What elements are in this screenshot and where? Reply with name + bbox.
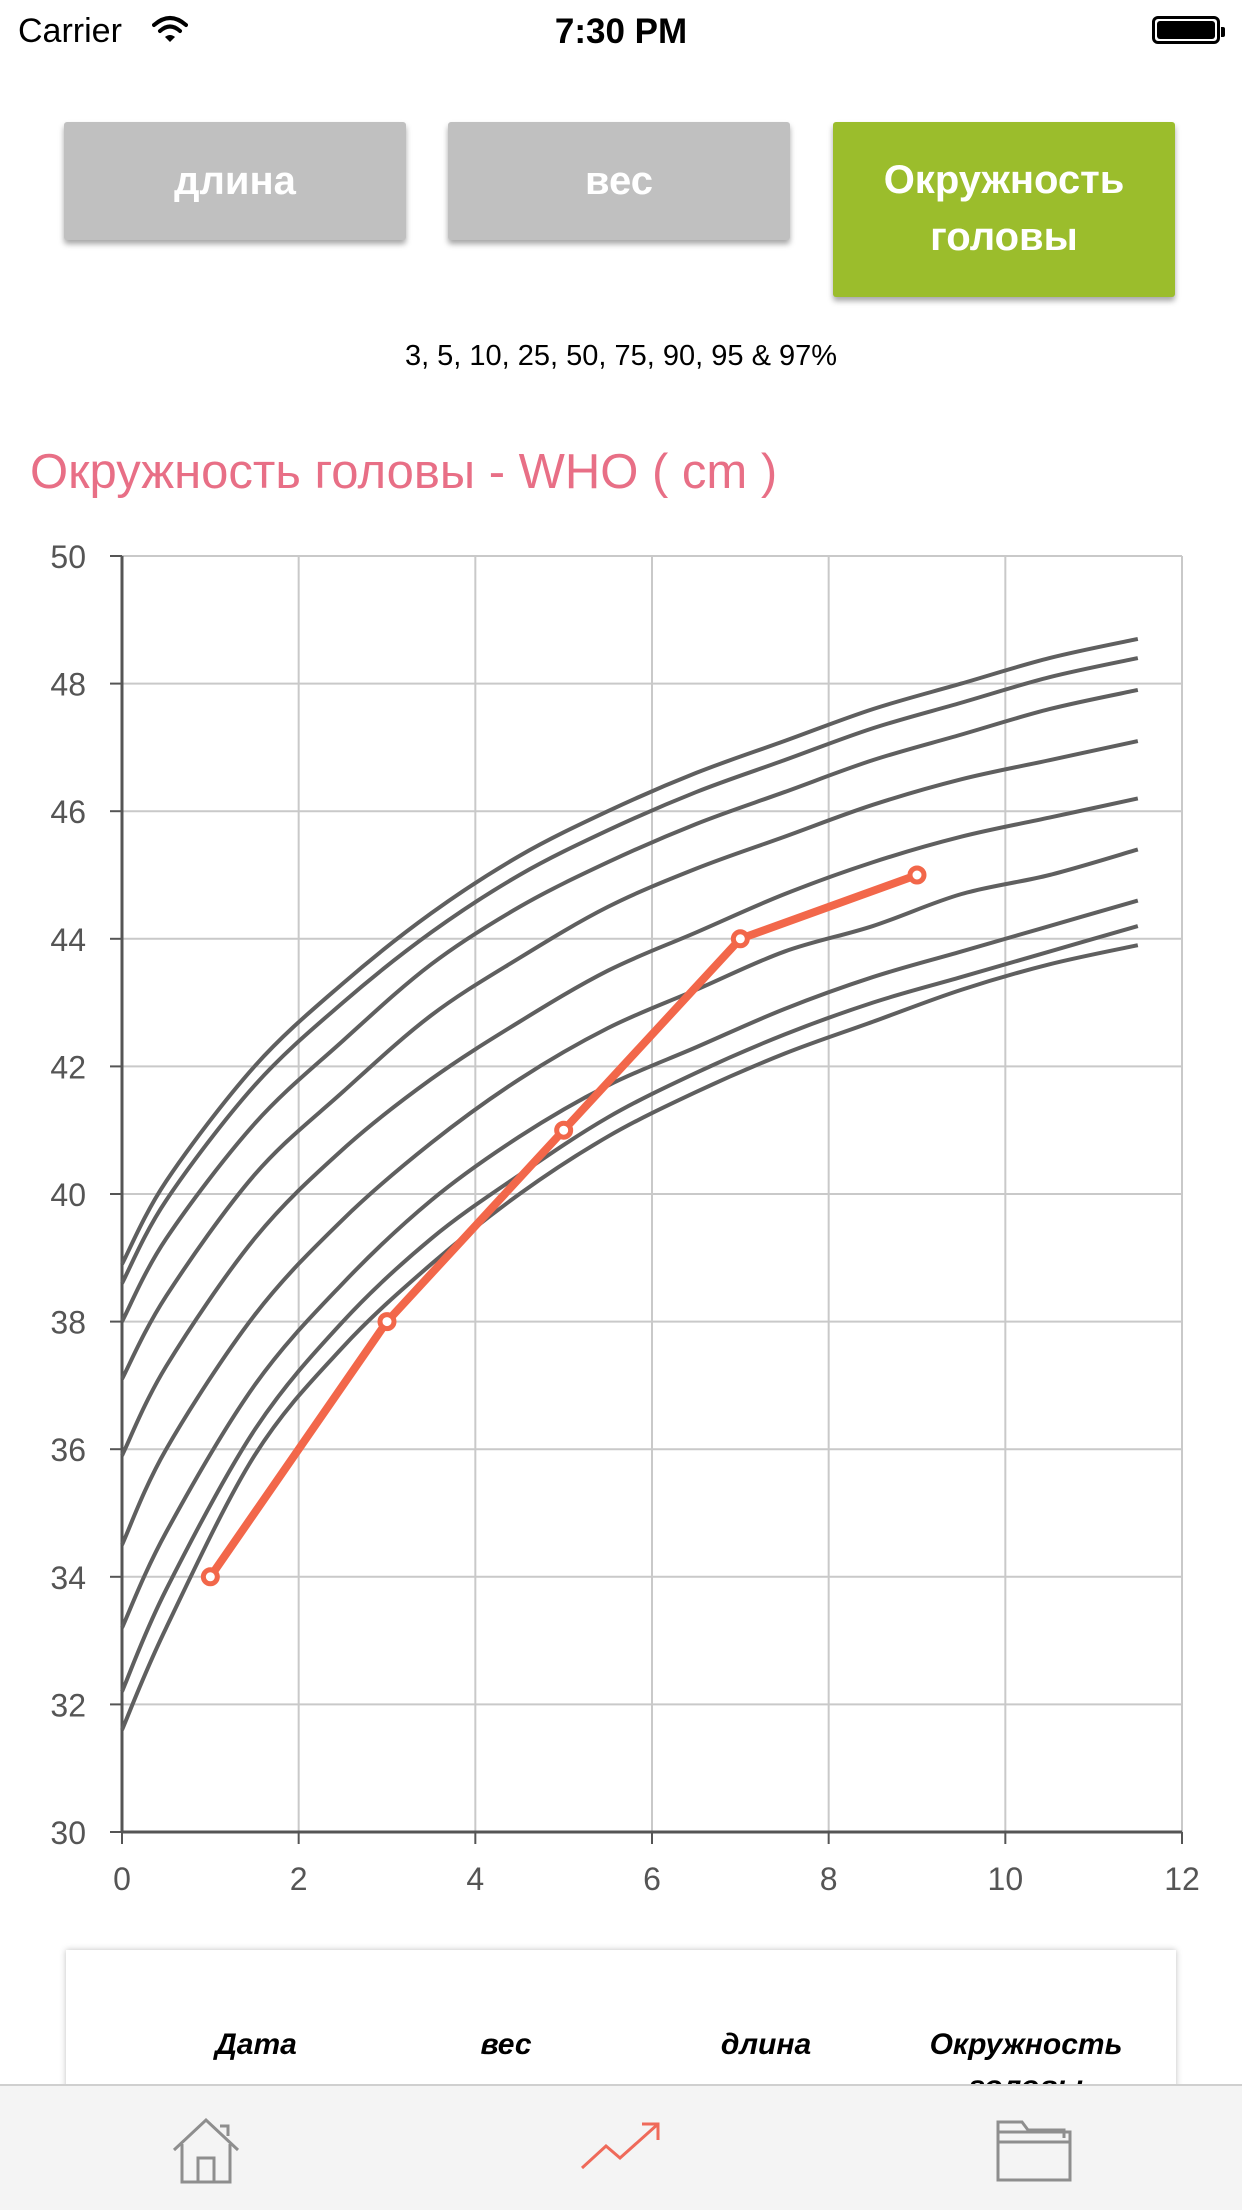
chart-title-main: Окружность головы <box>30 445 476 499</box>
child-measurement-point <box>377 1312 397 1332</box>
home-icon[interactable] <box>170 2116 242 2191</box>
carrier-label: Carrier <box>18 12 122 50</box>
table-header-date: Дата <box>215 2028 297 2061</box>
x-tick-label: 2 <box>290 1861 308 1897</box>
table-header-length: длина <box>720 2028 812 2061</box>
y-tick-label: 30 <box>50 1815 86 1851</box>
tab-head-circumference-button[interactable]: Окружность головы <box>833 122 1175 297</box>
bottom-tab-bar <box>0 2084 1242 2210</box>
percentile-line-10 <box>120 898 1139 1629</box>
status-time: 7:30 PM <box>554 12 688 51</box>
y-tick-label: 34 <box>50 1560 86 1596</box>
wifi-icon <box>152 14 188 49</box>
x-tick-label: 4 <box>466 1861 484 1897</box>
chart-trend-icon[interactable] <box>580 2116 664 2181</box>
y-tick-label: 48 <box>50 667 86 703</box>
percentile-line-5 <box>120 924 1139 1693</box>
child-measurement-point <box>200 1567 220 1587</box>
x-tick-label: 10 <box>988 1861 1024 1897</box>
y-tick-label: 50 <box>50 539 86 575</box>
chart-title-suffix: - WHO ( cm ) <box>475 445 778 499</box>
percentile-line-25 <box>120 847 1139 1546</box>
child-measurement-point <box>554 1120 574 1140</box>
table-header-weight: вес <box>480 2028 532 2061</box>
y-tick-label: 32 <box>50 1687 86 1723</box>
y-tick-label: 42 <box>50 1049 86 1085</box>
y-tick-label: 40 <box>50 1177 86 1213</box>
child-measurement-line <box>206 871 921 1581</box>
percentile-line-75 <box>120 739 1139 1380</box>
battery-icon <box>1152 16 1225 44</box>
percentile-line-90 <box>120 688 1139 1323</box>
x-tick-label: 12 <box>1164 1861 1200 1897</box>
status-bar: Carrier 7:30 PM <box>0 0 1242 62</box>
child-measurement-point <box>730 929 750 949</box>
y-tick-label: 46 <box>50 794 86 830</box>
x-tick-label: 0 <box>113 1861 131 1897</box>
y-tick-label: 44 <box>50 922 86 958</box>
y-tick-label: 38 <box>50 1305 86 1341</box>
percentile-line-97 <box>120 636 1139 1266</box>
folder-icon[interactable] <box>994 2116 1074 2191</box>
child-measurement-point <box>907 865 927 885</box>
percentile-line-95 <box>120 656 1139 1285</box>
tab-length-button[interactable]: длина <box>64 122 406 240</box>
tab-weight-button[interactable]: вес <box>448 122 790 240</box>
percentile-line-3 <box>120 943 1139 1731</box>
x-tick-label: 8 <box>820 1861 838 1897</box>
percentile-line-50 <box>120 796 1139 1457</box>
x-tick-label: 6 <box>643 1861 661 1897</box>
y-tick-label: 36 <box>50 1432 86 1468</box>
chart-title: Окружность головы - WHO ( cm ) <box>30 444 777 500</box>
percentiles-legend: 3, 5, 10, 25, 50, 75, 90, 95 & 97% <box>404 340 838 372</box>
